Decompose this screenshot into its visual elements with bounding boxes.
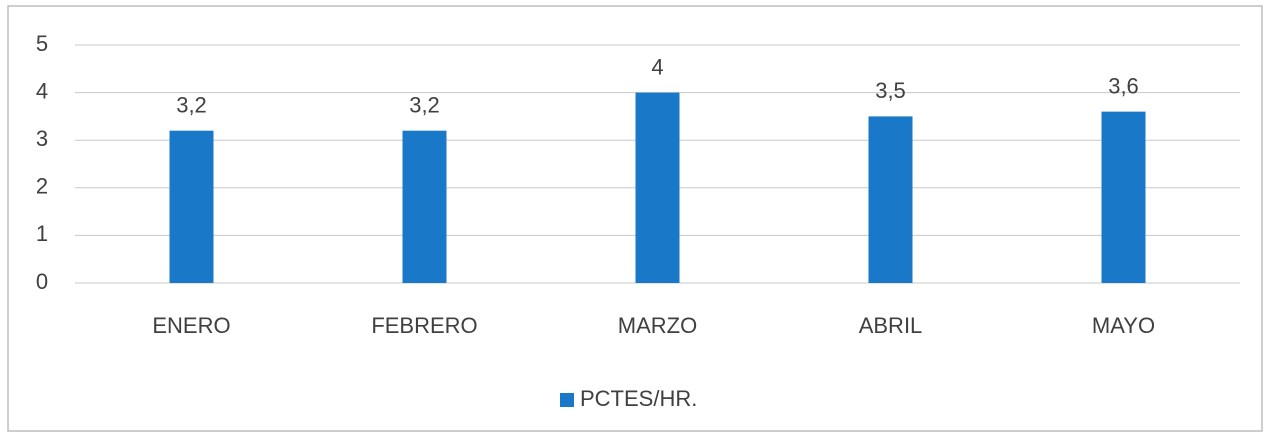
y-tick-label: 1 [36, 221, 48, 246]
bar [868, 116, 913, 284]
x-tick-label: MAYO [1092, 313, 1155, 338]
y-tick-label: 5 [36, 31, 48, 56]
y-tick-label: 2 [36, 174, 48, 199]
y-tick-label: 0 [36, 269, 48, 294]
legend-label: PCTES/HR. [580, 386, 697, 411]
data-label: 3,2 [409, 92, 440, 117]
x-tick-label: ENERO [152, 313, 230, 338]
bar [169, 130, 214, 283]
x-tick-label: ABRIL [859, 313, 923, 338]
data-label: 3,5 [875, 78, 906, 103]
bar [402, 130, 447, 283]
legend-swatch [560, 393, 574, 407]
data-label: 4 [651, 54, 663, 79]
x-tick-label: MARZO [618, 313, 697, 338]
bar [635, 92, 680, 283]
data-label: 3,2 [176, 92, 207, 117]
data-label: 3,6 [1108, 73, 1139, 98]
x-tick-label: FEBRERO [371, 313, 477, 338]
y-tick-label: 3 [36, 126, 48, 151]
bar [1101, 111, 1146, 283]
chart-frame [7, 5, 1263, 432]
y-tick-label: 4 [36, 78, 48, 103]
